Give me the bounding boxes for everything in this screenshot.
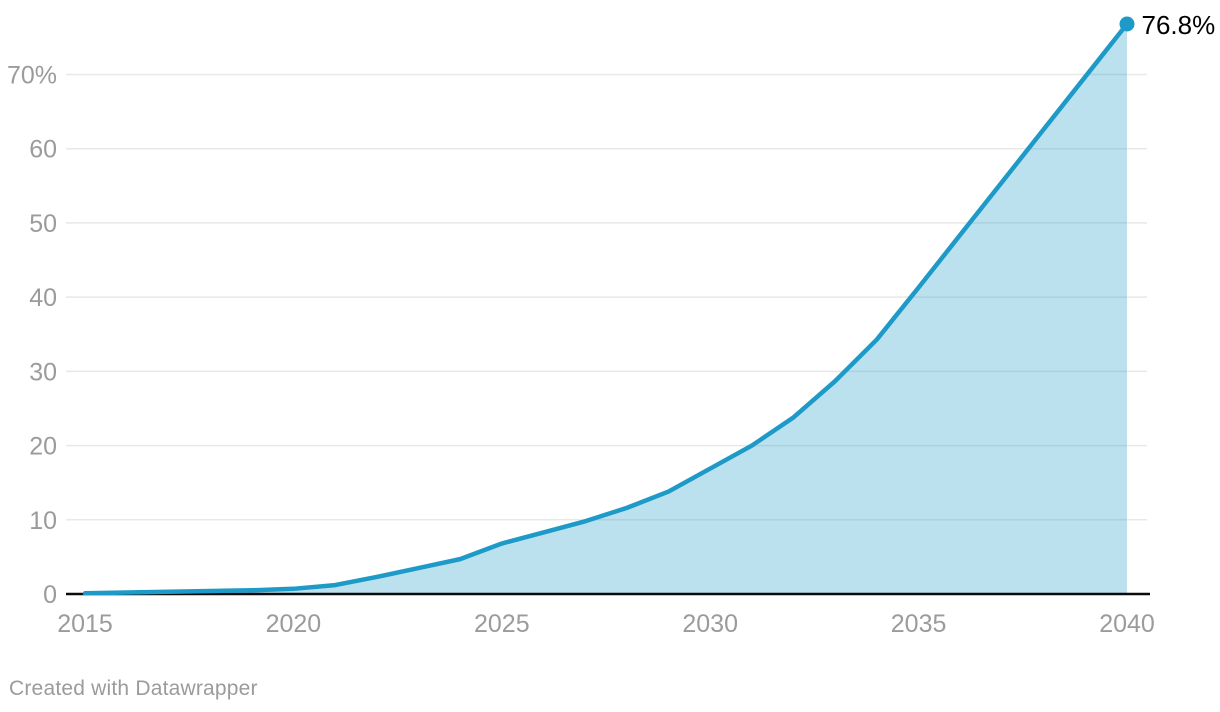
end-value-label: 76.8%: [1142, 10, 1216, 40]
y-axis-label: 10: [29, 507, 57, 535]
y-axis-label: 0: [43, 581, 57, 609]
y-axis-label: 40: [29, 284, 57, 312]
end-point-marker: [1119, 16, 1135, 32]
y-axis-label: 50: [29, 210, 57, 238]
area-chart: 0 10 20 30 40 50 60 70% 2015 2020 2025 2030 2035 2040…: [7, 10, 1216, 638]
x-axis-label: 2025: [474, 610, 530, 638]
x-axis-label: 2035: [891, 610, 947, 638]
y-axis-label: 60: [29, 136, 57, 164]
x-axis-label: 2040: [1099, 610, 1155, 638]
x-axis-label: 2015: [57, 610, 113, 638]
y-axis-label: 70%: [7, 61, 57, 89]
y-axis-label: 20: [29, 433, 57, 461]
y-axis-label: 30: [29, 358, 57, 386]
area-fill: [85, 24, 1127, 594]
attribution-text: Created with Datawrapper: [9, 677, 258, 700]
data-line: [82, 21, 1130, 596]
x-axis-label: 2030: [682, 610, 738, 638]
x-axis-label: 2020: [266, 610, 322, 638]
